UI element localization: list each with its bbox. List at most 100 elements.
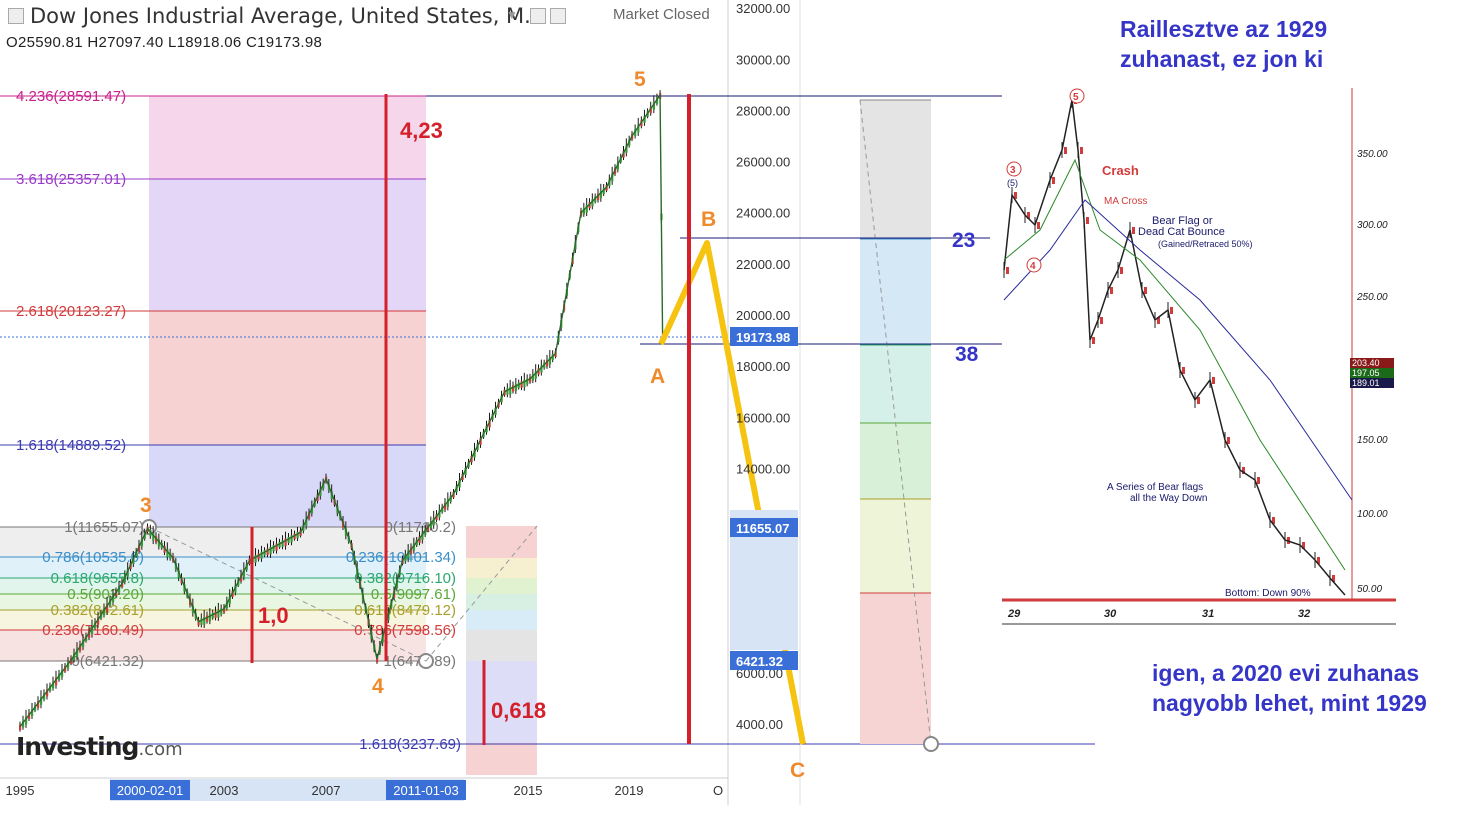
inset-candle	[1052, 177, 1055, 184]
price-candle	[61, 669, 64, 677]
price-candle	[602, 187, 605, 194]
time-axis-label: 1995	[6, 783, 35, 798]
price-candle	[514, 384, 518, 392]
fib-ext-label: 4.236(28591.47)	[16, 88, 126, 105]
collapse-icon[interactable]	[8, 8, 24, 24]
inset-candle	[1086, 217, 1089, 224]
inset-candle	[1302, 542, 1305, 549]
inset-candle	[1157, 317, 1160, 324]
inset-label-dead-cat: Dead Cat Bounce	[1138, 226, 1225, 238]
level-label-38: 38	[955, 343, 979, 366]
fib-small-zone	[466, 578, 537, 594]
price-tag-2-bg	[730, 651, 798, 670]
price-candle	[260, 551, 263, 559]
price-candle	[625, 145, 628, 153]
inset-candle	[1092, 337, 1095, 344]
price-candle	[616, 162, 620, 170]
price-candle	[281, 540, 284, 547]
investing-logo: Investing.com	[16, 732, 183, 761]
fib-ret2-label: 0.786(7598.56)	[354, 622, 456, 639]
inset-candle	[1332, 575, 1335, 582]
fib-handle	[923, 736, 939, 752]
price-tag-last-bg	[730, 327, 798, 346]
price-axis-label: 20000.00	[736, 308, 790, 323]
price-axis-label: 16000.00	[736, 410, 790, 425]
fib-ret-zone	[0, 578, 426, 594]
inset-candle	[1317, 557, 1320, 564]
inset-wave-circle	[1069, 88, 1085, 104]
price-candle	[76, 649, 79, 657]
time-axis-label: 2019	[615, 783, 644, 798]
gear-icon[interactable]	[550, 8, 566, 24]
fib-ret-zone	[0, 527, 426, 557]
price-candle	[214, 611, 217, 618]
inset-label-bear-flag: Bear Flag or	[1152, 215, 1213, 227]
inset-candle	[1182, 367, 1185, 374]
price-candle	[73, 653, 76, 661]
price-candle	[112, 595, 115, 603]
axes: 32000.00 30000.00 28000.00 26000.00 24000.00…	[6, 1, 798, 801]
fib-ext-label: 2.618(20123.27)	[16, 303, 126, 320]
price-axis-label: 22000.00	[736, 257, 790, 272]
inset-label-gained: (Gained/Retraced 50%)	[1158, 239, 1253, 249]
price-candle	[517, 382, 520, 389]
inset-price-tag: 197.05	[1352, 368, 1380, 378]
inset-candle	[1132, 227, 1135, 234]
fib-col-zone	[860, 593, 931, 744]
fib-small-zone	[466, 610, 537, 630]
dropdown-icon[interactable]: ▼	[506, 8, 518, 22]
price-candle	[275, 543, 278, 551]
price-candle	[404, 554, 407, 562]
price-candle	[537, 368, 540, 375]
fib-ext-zone	[149, 445, 426, 527]
price-axis-label: 4000.00	[736, 717, 783, 732]
price-candle	[40, 697, 43, 705]
inset-wave-circle	[1006, 161, 1022, 177]
price-candle	[529, 376, 532, 383]
price-candle	[31, 709, 34, 717]
price-candle	[464, 467, 467, 475]
fib-small-zone	[466, 558, 537, 578]
price-candle	[523, 379, 526, 388]
inset-price-tag: 203.40	[1352, 358, 1380, 368]
fib-col-zone	[860, 239, 931, 345]
fib-small-ext	[466, 743, 537, 775]
settings-icon[interactable]	[530, 8, 546, 24]
price-candle	[284, 538, 287, 547]
price-candle	[488, 419, 491, 428]
inset-candle	[1227, 437, 1230, 444]
time-tag-2-bg	[386, 780, 466, 800]
inset-y-tick: 250.00	[1356, 292, 1388, 303]
wave-label-3: 3	[140, 494, 152, 517]
price-candle	[652, 102, 656, 110]
price-candle	[494, 407, 497, 415]
price-candle	[208, 614, 212, 622]
inset-y-tick: 350.00	[1357, 149, 1388, 160]
inset-label-bottom: Bottom: Down 90%	[1225, 588, 1311, 599]
market-status: Market Closed	[613, 6, 710, 23]
inset-candle	[1027, 212, 1030, 219]
price-candle	[376, 656, 379, 663]
price-candle	[272, 545, 275, 552]
price-candle	[103, 608, 106, 616]
fib-ext2-label: 1.618(3237.69)	[359, 736, 461, 753]
price-candle	[585, 205, 588, 213]
wave-label-4: 4	[372, 675, 384, 698]
price-candle	[407, 551, 410, 559]
price-axis-label: 14000.00	[736, 461, 790, 476]
price-candle	[548, 357, 552, 365]
price-candle	[611, 173, 614, 182]
price-candle	[55, 677, 58, 686]
price-tag-2: 6421.32	[736, 654, 783, 669]
price-candle	[643, 115, 646, 123]
inset-candle	[1064, 147, 1067, 154]
fib-ret-zone	[0, 557, 426, 578]
price-candle	[520, 381, 523, 388]
price-line	[19, 92, 664, 728]
price-axis-label: 26000.00	[736, 155, 790, 170]
price-candle	[140, 538, 144, 547]
fib-ret2-label: 0(11710.2)	[385, 519, 456, 536]
inset-candle	[1170, 307, 1173, 314]
fib-ret-label: 0(6421.32)	[71, 653, 144, 670]
